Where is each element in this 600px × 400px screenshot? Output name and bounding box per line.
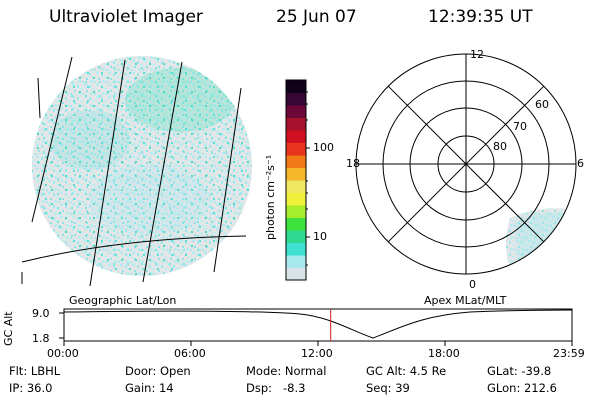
info-glon: GLon: 212.6 [487,381,557,395]
colorbar-segment [286,105,306,118]
geographic-panel-label: Geographic Lat/Lon [69,294,177,307]
colorbar-segment [286,130,306,143]
colorbar-segment [286,117,306,131]
colorbar-segment [286,242,306,256]
timeline-xtick-1200: 12:00 [301,347,333,360]
geographic-grid [21,56,247,287]
timeline-ytick-max: 9.0 [32,307,50,320]
timeline-xtick-0600: 06:00 [174,347,206,360]
colorbar-segment [286,192,306,206]
info-seq: Seq: 39 [366,381,410,395]
colorbar-segment [286,230,306,243]
mlt-label-18: 18 [346,157,360,170]
image-time: 12:39:35 UT [428,7,533,27]
colorbar-segment [286,142,306,156]
colorbar-tick-100: 100 [313,141,334,154]
info-flt: Flt: LBHL [9,364,61,378]
info-mode: Mode: Normal [246,364,327,378]
timeline-axis-title: GC Alt [2,311,15,346]
image-title: Ultraviolet Imager [49,7,203,27]
info-door: Door: Open [125,364,191,378]
polar-plot [355,53,577,275]
image-date: 25 Jun 07 [276,7,357,27]
colorbar-segment [286,217,306,231]
mlat-label-80: 80 [493,140,507,153]
info-glat: GLat: -39.8 [487,364,552,378]
earth-disk-image [32,56,252,276]
mlat-label-70: 70 [513,120,527,133]
mlat-label-60: 60 [535,98,549,111]
gc-altitude-timeline [59,308,573,346]
colorbar-segment [286,155,306,168]
info-dsp: Dsp: -8.3 [246,381,306,395]
colorbar-segment [286,80,306,93]
colorbar-segment [286,205,306,218]
timeline-xtick-0000: 00:00 [47,347,79,360]
colorbar-segment [286,167,306,181]
colorbar [285,79,307,281]
mlt-label-0: 0 [469,278,476,291]
colorbar-tick-10: 10 [313,230,327,243]
colorbar-unit-label: photon cm⁻²s⁻¹ [264,154,277,240]
colorbar-segment [286,180,306,193]
timeline-xtick-2359: 23:59 [553,347,585,360]
timeline-ytick-min: 1.8 [32,332,50,345]
colorbar-segment [286,92,306,106]
info-ip: IP: 36.0 [9,381,53,395]
info-gain: Gain: 14 [125,381,174,395]
colorbar-segment [286,267,306,281]
colorbar-frame [285,79,307,281]
info-gcalt: GC Alt: 4.5 Re [366,364,447,378]
colorbar-ticks [306,91,310,266]
mlt-label-12: 12 [470,48,484,61]
polar-panel-label: Apex MLat/MLT [424,294,507,307]
mlt-label-6: 6 [577,157,584,170]
colorbar-segment [286,255,306,268]
timeline-xtick-1800: 18:00 [428,347,460,360]
